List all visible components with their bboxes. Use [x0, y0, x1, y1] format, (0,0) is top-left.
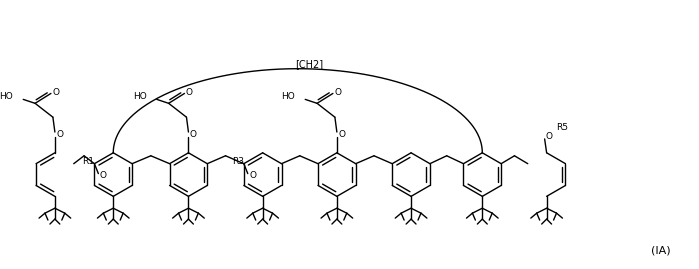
Text: HO: HO [0, 92, 13, 101]
Text: [CH2]: [CH2] [296, 59, 324, 69]
Text: R3: R3 [232, 157, 244, 166]
Text: O: O [250, 171, 257, 180]
Text: R5: R5 [556, 123, 568, 132]
Text: O: O [186, 88, 193, 97]
Text: HO: HO [282, 92, 295, 101]
Text: O: O [52, 88, 59, 97]
Text: HO: HO [133, 92, 147, 101]
Text: R1: R1 [82, 157, 94, 166]
Text: O: O [57, 130, 64, 140]
Text: O: O [334, 88, 341, 97]
Text: O: O [100, 171, 107, 180]
Text: O: O [190, 130, 197, 140]
Text: O: O [545, 132, 552, 141]
Text: (IA): (IA) [651, 246, 670, 256]
Text: O: O [338, 130, 345, 140]
